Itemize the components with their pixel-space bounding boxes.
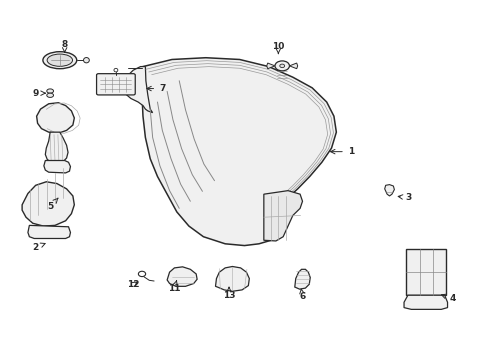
Polygon shape	[122, 67, 152, 113]
Ellipse shape	[47, 54, 72, 66]
Polygon shape	[22, 182, 74, 226]
Text: 3: 3	[397, 193, 411, 202]
Ellipse shape	[279, 64, 284, 68]
Text: 4: 4	[441, 294, 455, 303]
Text: 1: 1	[330, 147, 353, 156]
Text: 12: 12	[127, 280, 139, 289]
Polygon shape	[142, 58, 336, 246]
FancyBboxPatch shape	[96, 74, 135, 95]
Text: 10: 10	[272, 41, 284, 54]
Polygon shape	[37, 103, 74, 133]
Polygon shape	[28, 225, 70, 238]
Ellipse shape	[274, 61, 289, 71]
Polygon shape	[215, 266, 249, 291]
Polygon shape	[45, 132, 68, 163]
Text: 13: 13	[223, 287, 235, 300]
Bar	[406, 249, 445, 295]
Text: 5: 5	[47, 198, 58, 211]
Polygon shape	[384, 185, 393, 196]
Polygon shape	[403, 295, 447, 309]
Ellipse shape	[43, 52, 77, 69]
Text: 2: 2	[33, 243, 45, 252]
Polygon shape	[266, 63, 274, 69]
Polygon shape	[294, 269, 309, 289]
Text: 11: 11	[168, 281, 180, 293]
Text: 8: 8	[61, 40, 68, 52]
Polygon shape	[264, 191, 302, 241]
Ellipse shape	[83, 58, 89, 63]
Polygon shape	[289, 63, 297, 69]
Text: 7: 7	[146, 84, 165, 93]
Ellipse shape	[47, 89, 53, 93]
Polygon shape	[44, 161, 70, 173]
Polygon shape	[167, 267, 197, 286]
Ellipse shape	[47, 93, 53, 98]
Text: 9: 9	[32, 89, 45, 98]
Text: 6: 6	[299, 289, 305, 301]
